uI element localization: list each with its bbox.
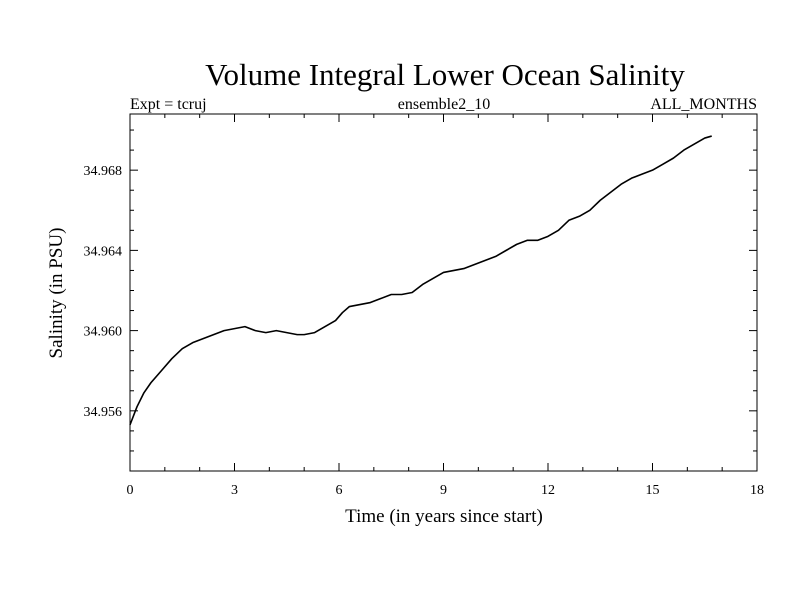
chart-subtitle-left: Expt = tcruj bbox=[130, 96, 207, 113]
y-axis-label: Salinity (in PSU) bbox=[46, 228, 67, 359]
x-tick-label: 3 bbox=[231, 483, 238, 498]
x-tick-label: 15 bbox=[646, 483, 660, 498]
y-axis-ticks: 34.956 34.960 34.964 34.968 bbox=[84, 129, 757, 472]
y-tick-label: 34.960 bbox=[84, 325, 123, 340]
x-axis-label: Time (in years since start) bbox=[345, 506, 543, 527]
x-axis-ticks: 0 3 6 9 12 15 18 bbox=[127, 114, 764, 498]
x-tick-label: 12 bbox=[541, 483, 555, 498]
y-tick-label: 34.964 bbox=[84, 244, 123, 259]
series-layer bbox=[129, 135, 712, 426]
chart-subtitle-center: ensemble2_10 bbox=[398, 96, 490, 113]
x-tick-label: 18 bbox=[750, 483, 764, 498]
x-tick-label: 0 bbox=[127, 483, 134, 498]
series-line bbox=[129, 135, 712, 426]
chart-title: Volume Integral Lower Ocean Salinity bbox=[205, 57, 685, 92]
y-tick-label: 34.968 bbox=[84, 164, 123, 179]
x-tick-label: 6 bbox=[336, 483, 343, 498]
chart-subtitle-right: ALL_MONTHS bbox=[650, 96, 757, 113]
y-tick-label: 34.956 bbox=[84, 405, 123, 420]
x-tick-label: 9 bbox=[440, 483, 447, 498]
